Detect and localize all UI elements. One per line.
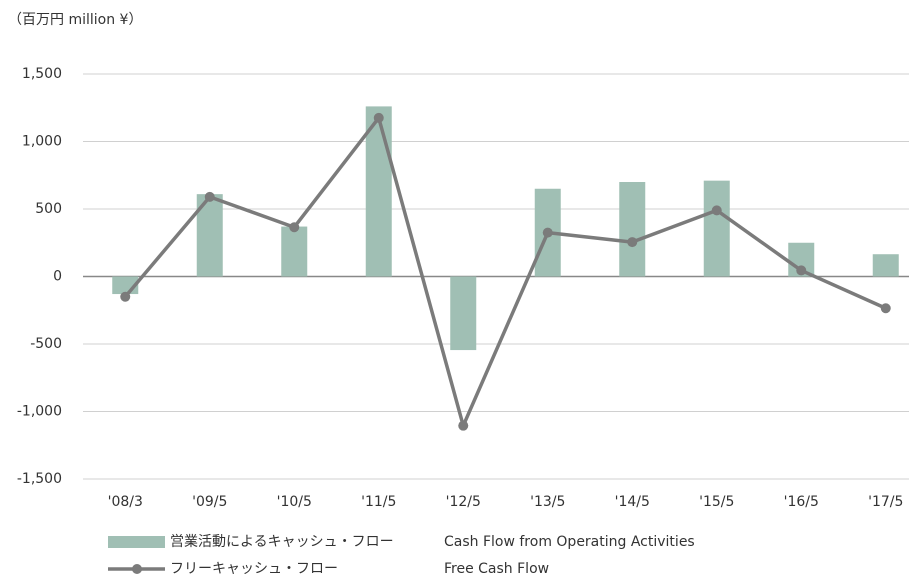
line-point [204,191,215,202]
y-tick-label: 500 [35,201,62,217]
y-tick-label: 1,000 [22,134,62,150]
y-tick-label: -500 [30,336,62,352]
line-point [796,265,807,276]
x-tick-label: '15/5 [699,494,734,510]
x-tick-label: '11/5 [361,494,396,510]
line-point [711,205,722,216]
x-tick-label: '14/5 [615,494,650,510]
legend-label: フリーキャッシュ・フロー [170,561,338,577]
line-point [627,237,638,248]
line-point [458,420,469,431]
bar [450,276,477,351]
x-tick-label: '12/5 [446,494,481,510]
y-tick-label: -1,500 [17,471,62,487]
y-axis-label: （百万円 million ¥） [8,12,142,28]
line-point [373,112,384,123]
legend-label-en: Free Cash Flow [444,561,549,577]
x-tick-label: '09/5 [192,494,227,510]
line [123,116,887,428]
bar [365,106,392,277]
x-tick-label: '08/3 [108,494,143,510]
y-tick-label: 1,500 [22,66,62,82]
line-point [542,227,553,238]
line-point [289,222,300,233]
y-tick-label: 0 [53,269,62,285]
bar [619,182,646,277]
legend-swatch [108,536,165,548]
line-point [880,303,891,314]
legend-label-en: Cash Flow from Operating Activities [444,534,695,550]
legend-label: 営業活動によるキャッシュ・フロー [170,534,394,550]
bar [281,226,308,277]
x-tick-label: '16/5 [784,494,819,510]
bar [703,180,730,277]
y-tick-label: -1,000 [17,404,62,420]
x-tick-label: '17/5 [868,494,903,510]
x-tick-label: '13/5 [530,494,565,510]
line-point [120,291,131,302]
bar [872,254,899,277]
legend-swatch [132,564,142,574]
x-tick-label: '10/5 [277,494,312,510]
